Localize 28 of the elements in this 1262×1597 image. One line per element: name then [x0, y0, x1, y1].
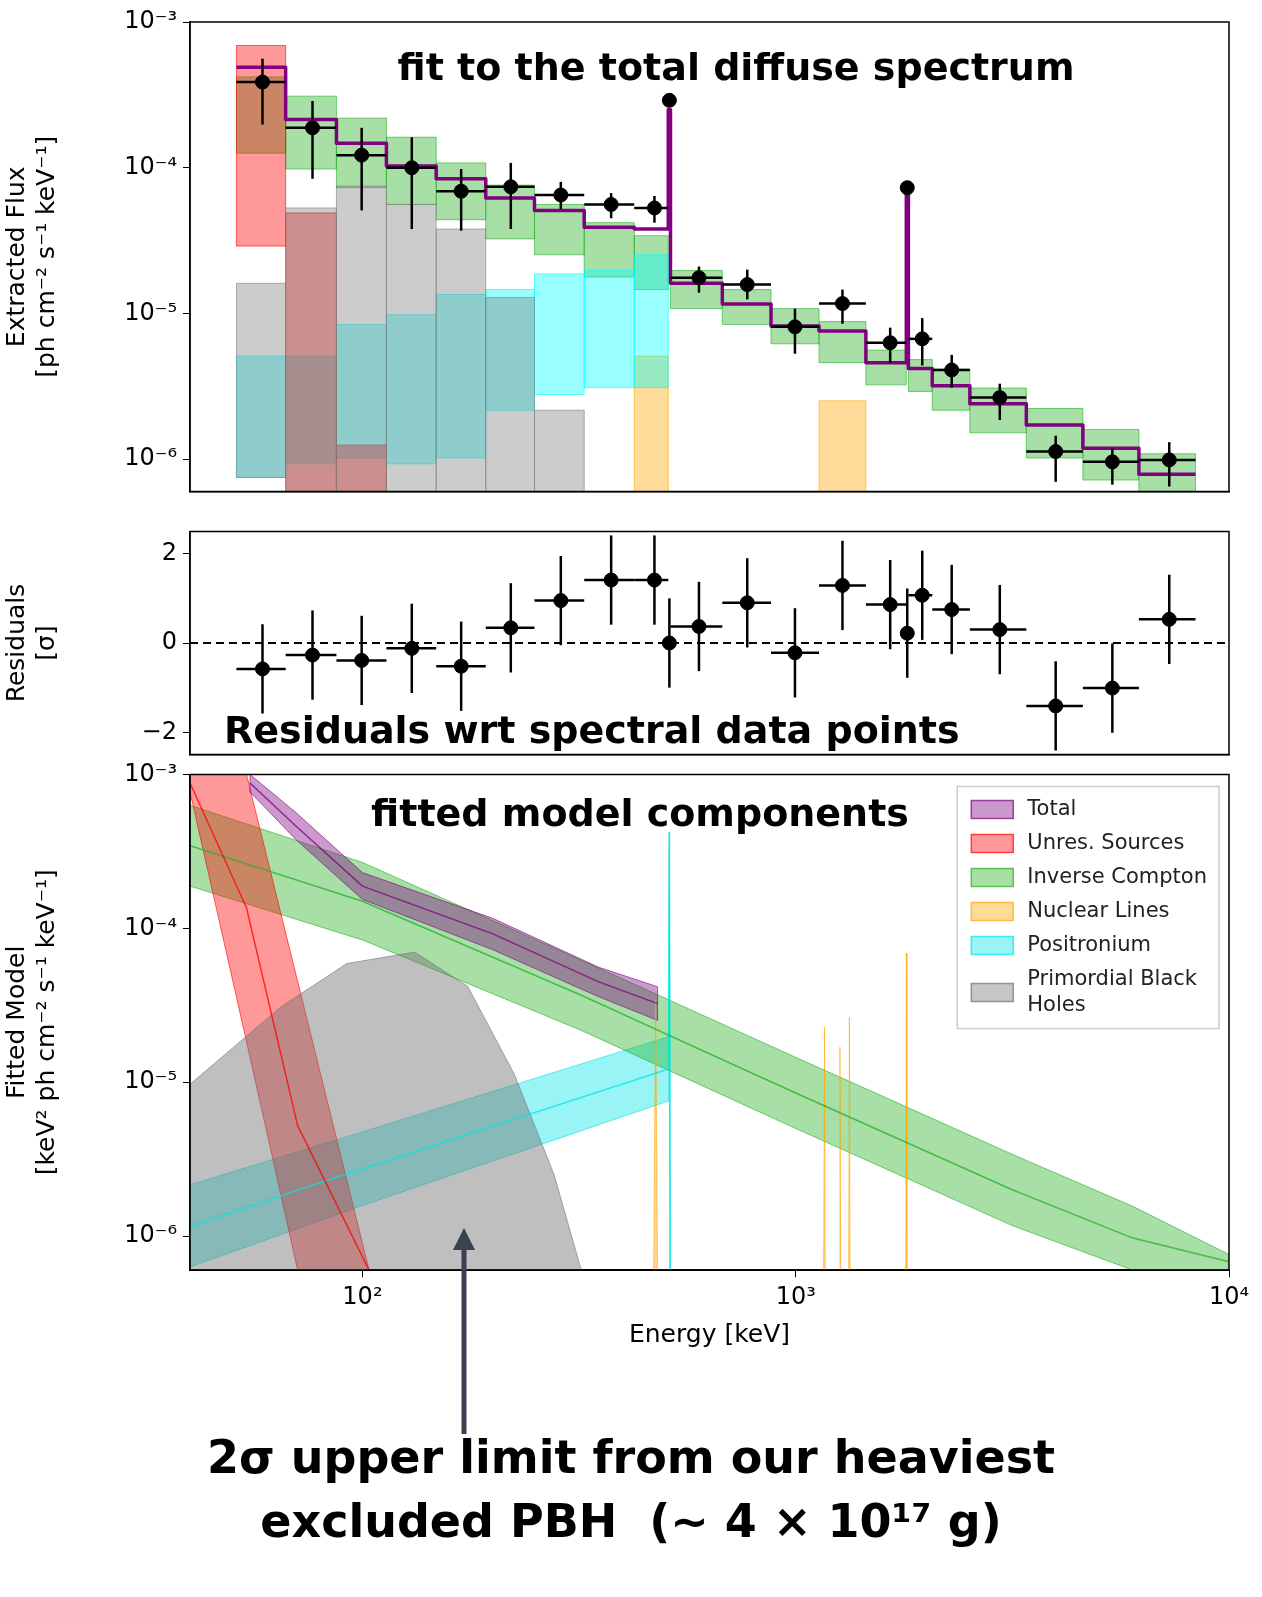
y-tick-label: 10⁻³ [124, 6, 177, 35]
legend-label: Unres. Sources [1027, 829, 1185, 854]
y-tick-label: 10⁻⁴ [124, 912, 177, 941]
y-axis-title: Fitted Model [keV² ph cm⁻² s⁻¹ keV⁻¹] [0, 869, 60, 1176]
x-tick-label: 10³ [775, 1281, 816, 1310]
x-tick-label: 10² [342, 1281, 383, 1310]
x-tick-label: 10⁴ [1208, 1281, 1250, 1310]
annotation: Residuals wrt spectral data points [224, 708, 960, 752]
y-tick-label: 2 [161, 537, 177, 566]
annotation: fitted model components [371, 791, 909, 835]
y-axis-title: Extracted Flux [ph cm⁻² s⁻¹ keV⁻¹] [0, 135, 60, 378]
y-tick-label: 0 [161, 627, 177, 656]
legend-label: Total [1026, 795, 1077, 820]
legend-label: Primordial Black Holes [1027, 965, 1198, 1016]
y-tick-label: 10⁻³ [124, 758, 177, 787]
annotation: fit to the total diffuse spectrum [397, 45, 1075, 89]
y-tick-label: −2 [141, 716, 177, 745]
y-tick-label: 10⁻⁵ [124, 297, 177, 326]
y-axis-title: Residuals [σ] [0, 583, 60, 703]
y-tick-label: 10⁻⁶ [124, 443, 177, 472]
x-axis-title: Energy [keV] [628, 1318, 791, 1348]
legend-label: Nuclear Lines [1027, 897, 1170, 922]
legend-label: Positronium [1027, 931, 1151, 956]
text: 2σ upper limit from our heaviest excluded PBH (~ 4 × 10¹⁷ g) [205, 1429, 1057, 1550]
legend-label: Inverse Compton [1027, 863, 1208, 888]
y-tick-label: 10⁻⁴ [124, 151, 177, 180]
y-tick-label: 10⁻⁵ [124, 1066, 177, 1095]
y-tick-label: 10⁻⁶ [124, 1220, 177, 1249]
